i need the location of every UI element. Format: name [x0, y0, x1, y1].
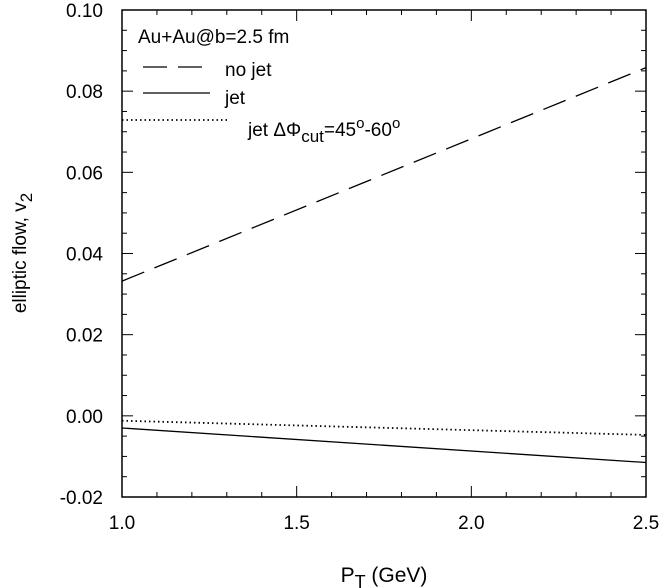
plot-frame: [121, 9, 647, 498]
annotation-label: Au+Au@b=2.5 fm: [138, 27, 289, 48]
x-tick-label: 2.0: [458, 513, 484, 534]
y-tick-labels: -0.02 0.00 0.02 0.04 0.06 0.08 0.10: [60, 1, 104, 509]
y-tick-label: 0.00: [66, 407, 103, 428]
y-tick-label: -0.02: [60, 488, 103, 509]
series-line-2: [121, 419, 647, 436]
legend-text-a: jet ΔΦ: [247, 120, 301, 141]
x-axis-label-main: P: [341, 564, 355, 587]
y-tick-label: 0.10: [66, 1, 103, 22]
legend-text-b: cut: [301, 127, 324, 146]
series-line-1: [121, 427, 647, 464]
y-tick-label: 0.04: [66, 245, 103, 266]
series-line-0: [121, 67, 647, 282]
legend-text-f: o: [392, 115, 400, 132]
y-axis-label-sub: 2: [17, 193, 36, 202]
legend-label-jet-dphi-cut: jet ΔΦcut=45o-60o: [247, 115, 400, 146]
y-tick-label: 0.02: [66, 326, 103, 347]
x-axis-label-sub: T: [355, 572, 366, 588]
y-axis-label: elliptic flow, v2: [10, 193, 36, 313]
y-tick-label: 0.06: [66, 163, 103, 184]
y-axis-label-main: elliptic flow, v: [10, 202, 31, 313]
legend-text-e: -60: [364, 120, 391, 141]
x-tick-label: 1.0: [109, 513, 135, 534]
x-axis-label: PT (GeV): [341, 564, 428, 588]
x-axis-label-rest: (GeV): [366, 564, 428, 587]
legend-text-d: o: [356, 115, 364, 132]
legend-label-jet: jet: [224, 88, 246, 109]
x-tick-label: 1.5: [283, 513, 309, 534]
x-tick-label: 2.5: [633, 513, 659, 534]
legend-text-c: =45: [324, 120, 356, 141]
legend-label-no-jet: no jet: [225, 60, 272, 81]
x-tick-labels: 1.0 1.5 2.0 2.5: [109, 513, 659, 534]
axis-ticks: [121, 9, 647, 498]
y-tick-label: 0.08: [66, 82, 103, 103]
series-lines: [121, 67, 647, 464]
